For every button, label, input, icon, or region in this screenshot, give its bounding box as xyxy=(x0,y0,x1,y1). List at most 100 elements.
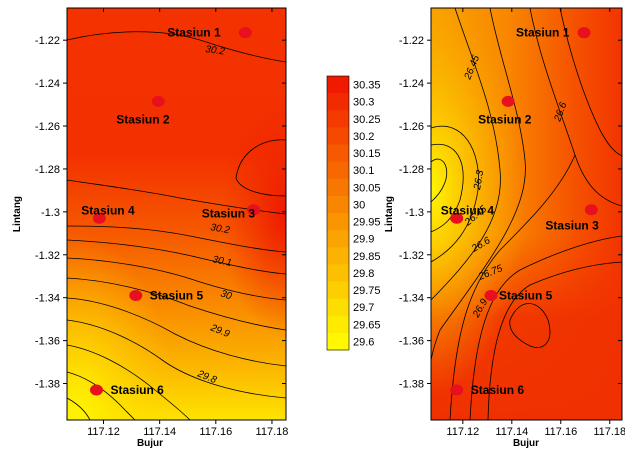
x-tick-label: 117.18 xyxy=(256,426,289,438)
colorbar-cell xyxy=(327,247,349,265)
right-contour-line xyxy=(431,125,479,263)
y-tick-label: -1.38 xyxy=(35,379,60,391)
station-marker xyxy=(238,27,252,39)
station-label: Stasiun 1 xyxy=(516,26,570,40)
colorbar-cells xyxy=(327,76,349,351)
left-contour-line xyxy=(235,177,286,197)
colorbar-cell xyxy=(327,110,349,128)
colorbar-label: 29.6 xyxy=(353,336,374,348)
right-contour-line xyxy=(431,143,464,233)
right-contour-line xyxy=(431,158,448,203)
y-tick-label: -1.28 xyxy=(399,164,424,176)
right-y-axis-label: Lintang xyxy=(384,196,395,232)
left-contour-label: 30 xyxy=(219,288,233,302)
y-tick-label: -1.34 xyxy=(399,293,424,305)
y-tick-label: -1.3 xyxy=(405,207,424,219)
x-tick-label: 117.12 xyxy=(87,426,120,438)
y-tick-label: -1.36 xyxy=(399,336,424,348)
y-tick-label: -1.22 xyxy=(35,35,60,47)
station-label: Stasiun 2 xyxy=(478,112,532,126)
x-tick-label: 117.14 xyxy=(143,426,176,438)
y-tick-label: -1.24 xyxy=(35,78,60,90)
station-marker xyxy=(129,290,143,302)
left-contour-labels: 30.2 30.2 30.1 30 29.9 29.8 xyxy=(195,44,234,386)
right-contour-line xyxy=(449,154,576,420)
y-tick-label: -1.3 xyxy=(41,207,60,219)
station-label: Stasiun 6 xyxy=(471,383,525,397)
station-marker xyxy=(450,212,464,224)
left-plot-frame xyxy=(66,7,287,421)
colorbar-cell xyxy=(327,76,349,94)
colorbar-cell xyxy=(327,315,349,334)
colorbar-label: 29.75 xyxy=(353,285,381,297)
colorbar-label: 30.35 xyxy=(353,80,381,92)
colorbar-cell xyxy=(327,161,349,180)
right-contour-plot: 26.45 26.6 26.3 26.45 26.6 26.75 26.9 11… xyxy=(384,7,625,449)
colorbar-cell xyxy=(327,264,349,282)
station-marker xyxy=(89,384,103,396)
x-tick-label: 117.14 xyxy=(495,426,528,438)
y-tick-label: -1.32 xyxy=(399,250,424,262)
x-tick-label: 117.16 xyxy=(199,426,232,438)
left-contour-line xyxy=(67,319,286,399)
station-marker xyxy=(584,204,598,216)
right-stations: Stasiun 1 Stasiun 2 Stasiun 3 Stasiun 4 Stas… xyxy=(441,26,599,397)
station-label: Stasiun 1 xyxy=(167,26,221,40)
left-coolspot-fill xyxy=(67,8,286,420)
station-marker xyxy=(92,212,106,224)
left-contour-line xyxy=(67,31,286,63)
right-contour-lines xyxy=(431,8,622,420)
right-contour-line xyxy=(431,8,526,361)
station-label: Stasiun 5 xyxy=(499,289,553,303)
colorbar-cell xyxy=(327,332,349,351)
left-contour-plot: 30.2 30.2 30.1 30 29.9 29.8 117.12 117.14… xyxy=(12,7,289,449)
right-plot-frame xyxy=(430,7,623,421)
colorbar-cell xyxy=(327,195,349,214)
station-label: Stasiun 2 xyxy=(116,112,170,126)
right-contour-line xyxy=(487,261,622,420)
y-tick-label: -1.34 xyxy=(35,293,60,305)
colorbar-label: 30.15 xyxy=(353,148,381,160)
colorbar-cell xyxy=(327,281,349,300)
colorbar-label: 30.3 xyxy=(353,97,374,109)
station-marker xyxy=(577,27,591,39)
colorbar-label: 30.2 xyxy=(353,131,374,143)
left-contour-line xyxy=(67,225,286,253)
left-contour-line xyxy=(67,257,286,301)
y-tick-label: -1.26 xyxy=(35,121,60,133)
y-tick-label: -1.22 xyxy=(399,35,424,47)
colorbar-label: 29.85 xyxy=(353,251,381,263)
right-x-axis-label: Bujur xyxy=(513,438,539,449)
station-marker xyxy=(151,95,165,107)
x-tick-label: 117.12 xyxy=(446,426,479,438)
y-tick-label: -1.28 xyxy=(35,164,60,176)
colorbar-label: 30.05 xyxy=(353,182,381,194)
colorbar-frame xyxy=(326,75,350,351)
colorbar-cell xyxy=(327,93,349,111)
colorbar-label: 29.7 xyxy=(353,302,374,314)
y-tick-label: -1.26 xyxy=(399,121,424,133)
right-contour-label: 26.3 xyxy=(472,169,486,191)
colorbar-cell xyxy=(327,298,349,317)
colorbar-labels: 30.35 30.3 30.25 30.2 30.15 30.1 30.05 30 29.95 2… xyxy=(353,80,381,349)
station-marker xyxy=(501,95,515,107)
right-axes: 117.12 117.14 117.16 117.18 -1.22 -1.24 -1.26 -… xyxy=(399,8,625,438)
x-tick-label: 117.18 xyxy=(593,426,625,438)
right-contour-line xyxy=(529,8,622,207)
station-label: Stasiun 6 xyxy=(110,383,164,397)
colorbar-label: 30.25 xyxy=(353,114,381,126)
left-x-axis-label: Bujur xyxy=(137,438,163,449)
colorbar-label: 30 xyxy=(353,199,365,211)
left-contour-label: 30.2 xyxy=(209,222,231,236)
station-label: Stasiun 4 xyxy=(81,203,135,217)
right-contour-line xyxy=(559,8,622,157)
left-contour-line xyxy=(67,371,136,420)
left-stations: Stasiun 1 Stasiun 2 Stasiun 3 Stasiun 4 Stas… xyxy=(81,26,261,397)
colorbar-cell xyxy=(327,178,349,197)
left-contour-line xyxy=(67,344,191,420)
y-tick-label: -1.36 xyxy=(35,336,60,348)
right-contour-line xyxy=(469,235,622,420)
left-contour-line xyxy=(67,397,91,420)
station-label: Stasiun 5 xyxy=(150,289,204,303)
